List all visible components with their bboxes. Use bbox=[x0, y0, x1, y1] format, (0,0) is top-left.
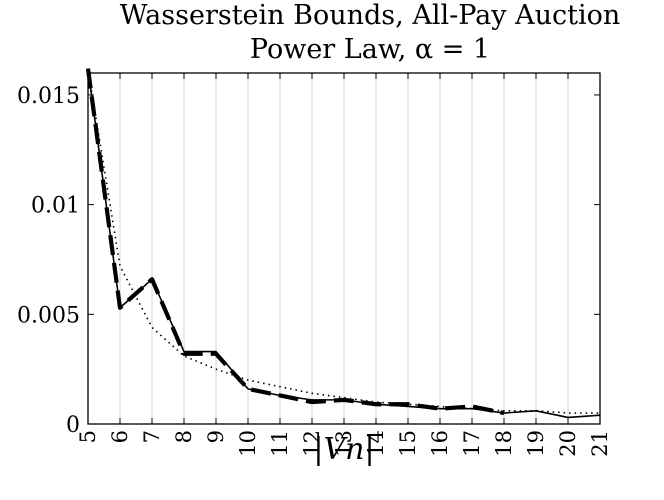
x-tick-label: 19 bbox=[524, 430, 548, 457]
x-tick-label: 13 bbox=[332, 430, 356, 457]
x-tick-label: 20 bbox=[556, 430, 580, 457]
grid bbox=[87, 73, 601, 424]
y-tick-label: 0.01 bbox=[31, 194, 80, 219]
series-line-dotted bbox=[87, 68, 600, 414]
series-group bbox=[85, 68, 601, 419]
x-tick-label: 5 bbox=[76, 430, 100, 443]
x-tick-label: 18 bbox=[492, 430, 516, 457]
x-tick-label: 10 bbox=[236, 430, 260, 457]
x-tick-label: 21 bbox=[588, 430, 612, 457]
x-tick-label: 12 bbox=[300, 430, 324, 457]
y-tick-label: 0.015 bbox=[17, 84, 80, 109]
x-tick-label: 11 bbox=[268, 430, 292, 457]
chart-title: Wasserstein Bounds, All-Pay Auction bbox=[119, 0, 621, 31]
x-tick-label: 17 bbox=[460, 430, 484, 457]
x-tick-label: 15 bbox=[396, 430, 420, 457]
y-tick-label: 0.005 bbox=[17, 303, 80, 328]
x-tick-label: 16 bbox=[428, 430, 452, 457]
chart-subtitle: Power Law, α = 1 bbox=[249, 34, 491, 65]
y-tick-label: 0 bbox=[66, 413, 80, 438]
x-tick-labels: 5 6 7 8 9 10 11 12 13 14 15 16 17 18 19 20 21 bbox=[76, 430, 612, 457]
y-tick-labels: 0 0.005 0.01 0.015 bbox=[17, 84, 80, 438]
ticks bbox=[87, 73, 601, 425]
x-tick-label: 6 bbox=[108, 430, 132, 443]
x-tick-label: 8 bbox=[172, 430, 196, 443]
x-tick-label: 14 bbox=[364, 430, 388, 457]
series-line-dashed bbox=[85, 68, 505, 416]
x-tick-label: 9 bbox=[204, 430, 228, 443]
x-axis-label: |Vn| bbox=[313, 432, 375, 467]
x-tick-label: 7 bbox=[140, 430, 164, 443]
